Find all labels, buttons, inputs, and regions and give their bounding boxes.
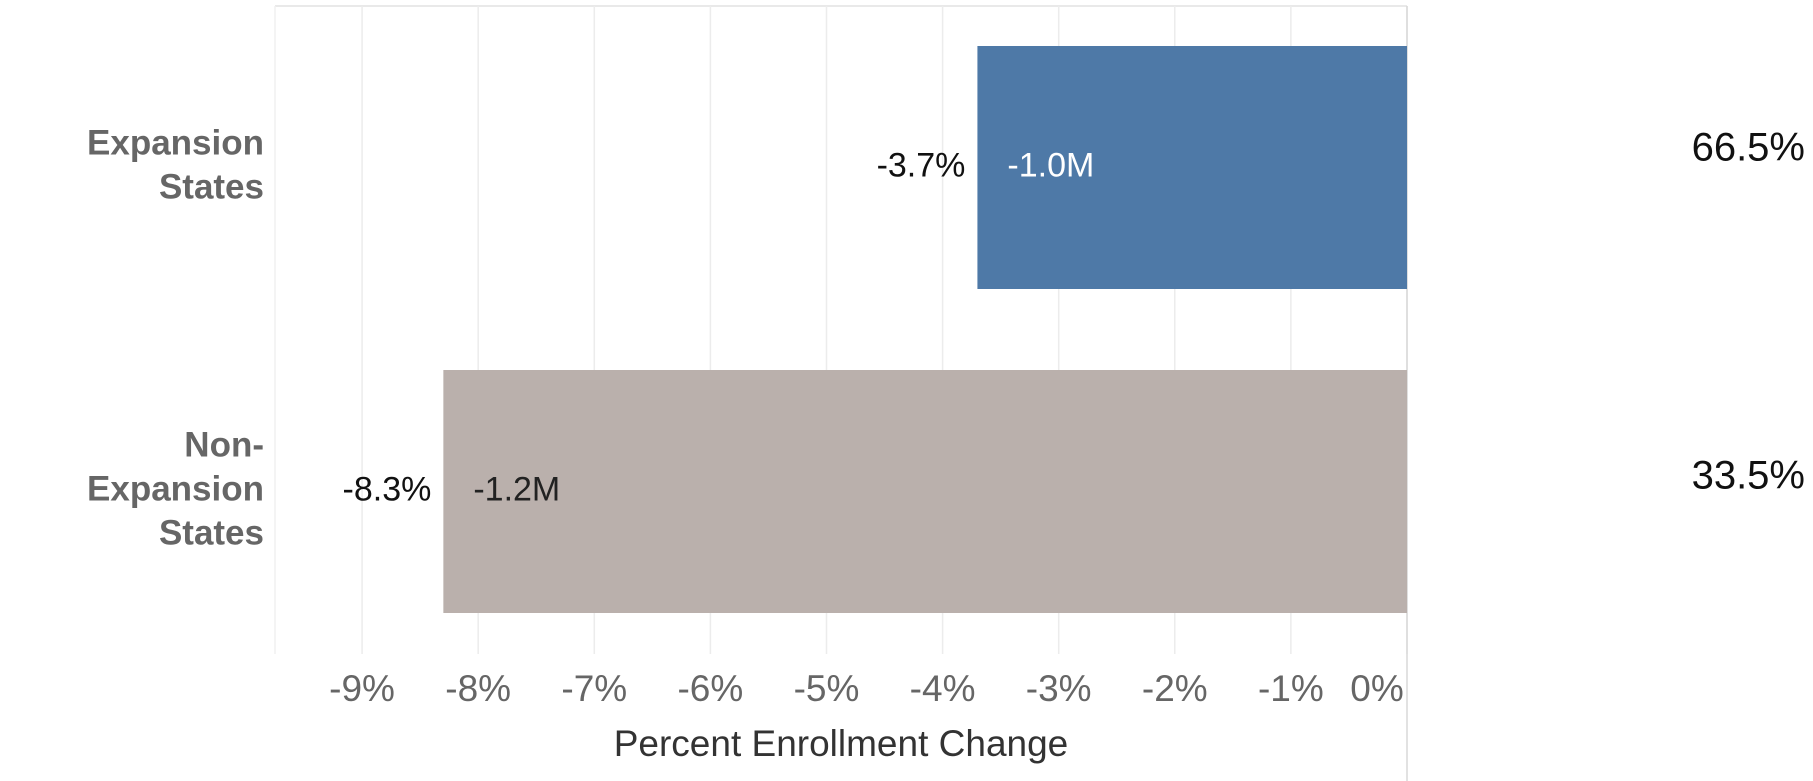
bar [443, 370, 1407, 613]
category-label-line: States [159, 514, 264, 553]
x-tick-label: -1% [1258, 668, 1324, 709]
x-tick-label: -4% [910, 668, 976, 709]
value-label: -8.3% [343, 470, 432, 508]
x-tick-label: -6% [677, 668, 743, 709]
x-tick-label: -9% [329, 668, 395, 709]
category-label-line: Non- [184, 426, 264, 465]
x-tick-label: 0% [1350, 668, 1403, 709]
category-label: Expansion States [87, 124, 264, 207]
category-label-line: Expansion [87, 124, 264, 163]
share-label: 66.5% [1692, 126, 1805, 170]
share-label: 33.5% [1692, 454, 1805, 498]
category-label-line: States [159, 168, 264, 207]
category-label: Non- Expansion States [87, 426, 264, 553]
enrollment-label: -1.0M [1007, 146, 1094, 184]
x-tick-label: -3% [1026, 668, 1092, 709]
x-tick-label: -2% [1142, 668, 1208, 709]
x-tick-label: -7% [561, 668, 627, 709]
bar [977, 46, 1407, 289]
x-tick-label: -5% [794, 668, 860, 709]
x-axis-title: Percent Enrollment Change [614, 723, 1069, 764]
x-tick-label: -8% [445, 668, 511, 709]
value-label: -3.7% [877, 146, 966, 184]
category-label-line: Expansion [87, 470, 264, 509]
enrollment-label: -1.2M [473, 470, 560, 508]
